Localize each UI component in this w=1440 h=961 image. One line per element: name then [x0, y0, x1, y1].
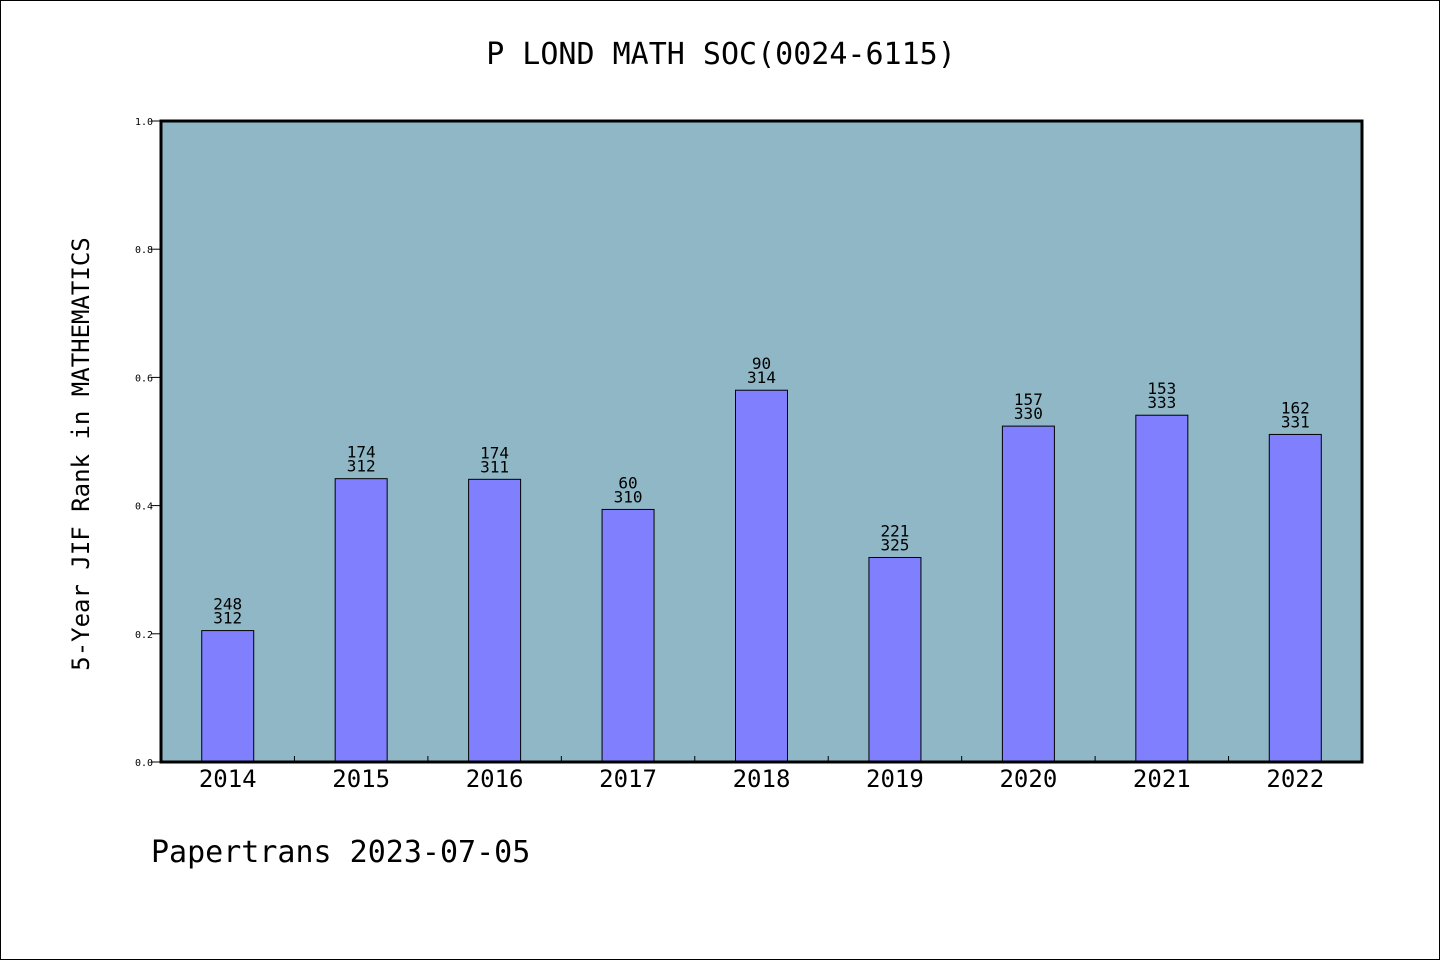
bar [735, 389, 788, 763]
bar [1135, 414, 1189, 763]
y-tick-label: 0.4 [135, 502, 153, 513]
bar-label-rank: 157 [1014, 390, 1043, 409]
bar-label-rank: 174 [480, 443, 509, 462]
bar-label-rank: 60 [618, 473, 637, 492]
x-tick-label: 2015 [332, 765, 390, 793]
bar-label-rank: 221 [880, 522, 909, 541]
y-tick-label: 0.0 [135, 758, 153, 769]
x-tick-label: 2021 [1133, 765, 1191, 793]
bar-label-total: 312 [347, 457, 376, 476]
bar-label-total: 314 [747, 368, 776, 387]
bar-label-total: 325 [880, 536, 909, 555]
bar [601, 508, 655, 763]
chart-title: P LOND MATH SOC(0024-6115) [486, 37, 956, 72]
bar-label-total: 330 [1014, 404, 1043, 423]
x-tick-label: 2022 [1266, 765, 1324, 793]
bar-label-total: 311 [480, 457, 509, 476]
bar-label-rank: 174 [347, 443, 376, 462]
bar-label-rank: 153 [1147, 379, 1176, 398]
bar-label-rank: 162 [1281, 398, 1310, 417]
bar-label-rank: 90 [752, 354, 771, 373]
plot-border [159, 119, 1364, 764]
bar [468, 478, 522, 763]
x-tick-label: 2014 [199, 765, 257, 793]
bar-label-total: 333 [1147, 393, 1176, 412]
y-tick-label: 0.2 [135, 630, 153, 641]
footer-credit: Papertrans 2023-07-05 [151, 835, 531, 870]
bar [868, 557, 922, 763]
bar [201, 630, 255, 763]
y-tick-label: 1.0 [135, 117, 153, 128]
bar-label-total: 331 [1281, 412, 1310, 431]
y-tick-label: 0.8 [135, 245, 153, 256]
x-tick-label: 2020 [999, 765, 1057, 793]
bar [334, 478, 388, 763]
x-tick-label: 2018 [733, 765, 791, 793]
bar [1268, 433, 1322, 763]
y-tick-label: 0.6 [135, 373, 153, 384]
x-tick-label: 2016 [466, 765, 524, 793]
x-tick-label: 2017 [599, 765, 657, 793]
bar-label-rank: 248 [213, 595, 242, 614]
x-tick-label: 2019 [866, 765, 924, 793]
bar [1001, 425, 1055, 763]
bar-label-total: 312 [213, 609, 242, 628]
bar-label-total: 310 [614, 487, 643, 506]
